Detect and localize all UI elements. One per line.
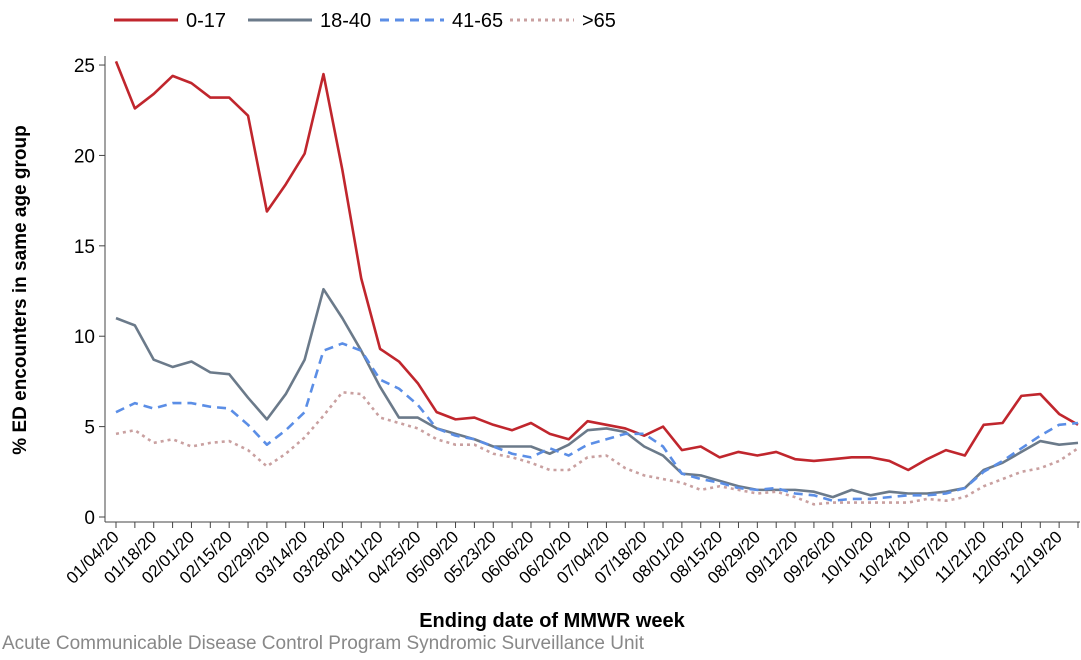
y-tick-label: 10 xyxy=(74,327,95,348)
x-axis-title: Ending date of MMWR week xyxy=(419,610,685,632)
line-series xyxy=(114,60,1079,472)
legend-label: 18-40 xyxy=(320,10,371,32)
legend-label: 0-17 xyxy=(186,10,226,32)
y-tick-label: 25 xyxy=(74,56,95,77)
line-series xyxy=(115,390,1079,506)
line-series xyxy=(115,342,1079,503)
y-tick-label: 5 xyxy=(84,418,95,439)
legend-label: 41-65 xyxy=(452,10,503,32)
y-tick-label: 20 xyxy=(74,146,95,167)
legend-label: >65 xyxy=(582,10,616,32)
source-note: Acute Communicable Disease Control Progr… xyxy=(2,633,645,654)
y-tick-label: 0 xyxy=(84,508,95,529)
y-axis-title: % ED encounters in same age group xyxy=(10,125,31,454)
y-tick-label: 15 xyxy=(74,237,95,258)
line-series xyxy=(115,287,1079,499)
